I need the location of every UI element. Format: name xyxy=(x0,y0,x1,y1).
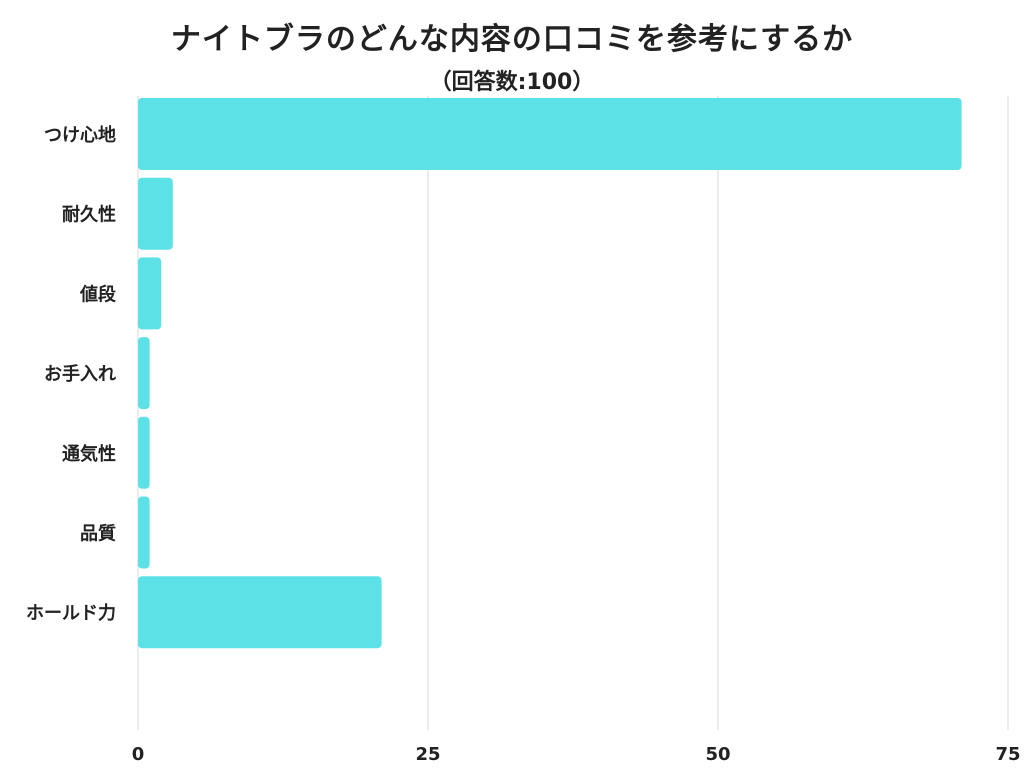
category-label: 耐久性 xyxy=(62,204,116,226)
bar xyxy=(138,98,962,170)
x-tick-label: 25 xyxy=(415,744,440,765)
bar xyxy=(138,257,162,330)
x-tick-label: 0 xyxy=(132,744,145,765)
bar xyxy=(138,416,150,489)
bar xyxy=(138,576,382,649)
bar xyxy=(138,337,150,410)
bar xyxy=(138,496,150,569)
chart-title: ナイトブラのどんな内容の口コミを参考にするか xyxy=(170,22,854,57)
bar-layer xyxy=(138,98,962,649)
category-label: 品質 xyxy=(80,523,116,545)
category-label: 通気性 xyxy=(62,443,116,465)
chart-subtitle: （回答数:100） xyxy=(429,70,595,95)
x-tick-label: 50 xyxy=(705,744,730,765)
category-label: 値段 xyxy=(79,283,117,305)
x-tick-label: 75 xyxy=(995,744,1020,765)
category-label: お手入れ xyxy=(44,363,116,385)
bar xyxy=(138,177,173,250)
category-label: ホールド力 xyxy=(26,603,116,624)
tick-label-layer: 0 25 50 75 xyxy=(132,744,1021,765)
category-label: つけ心地 xyxy=(44,124,116,146)
